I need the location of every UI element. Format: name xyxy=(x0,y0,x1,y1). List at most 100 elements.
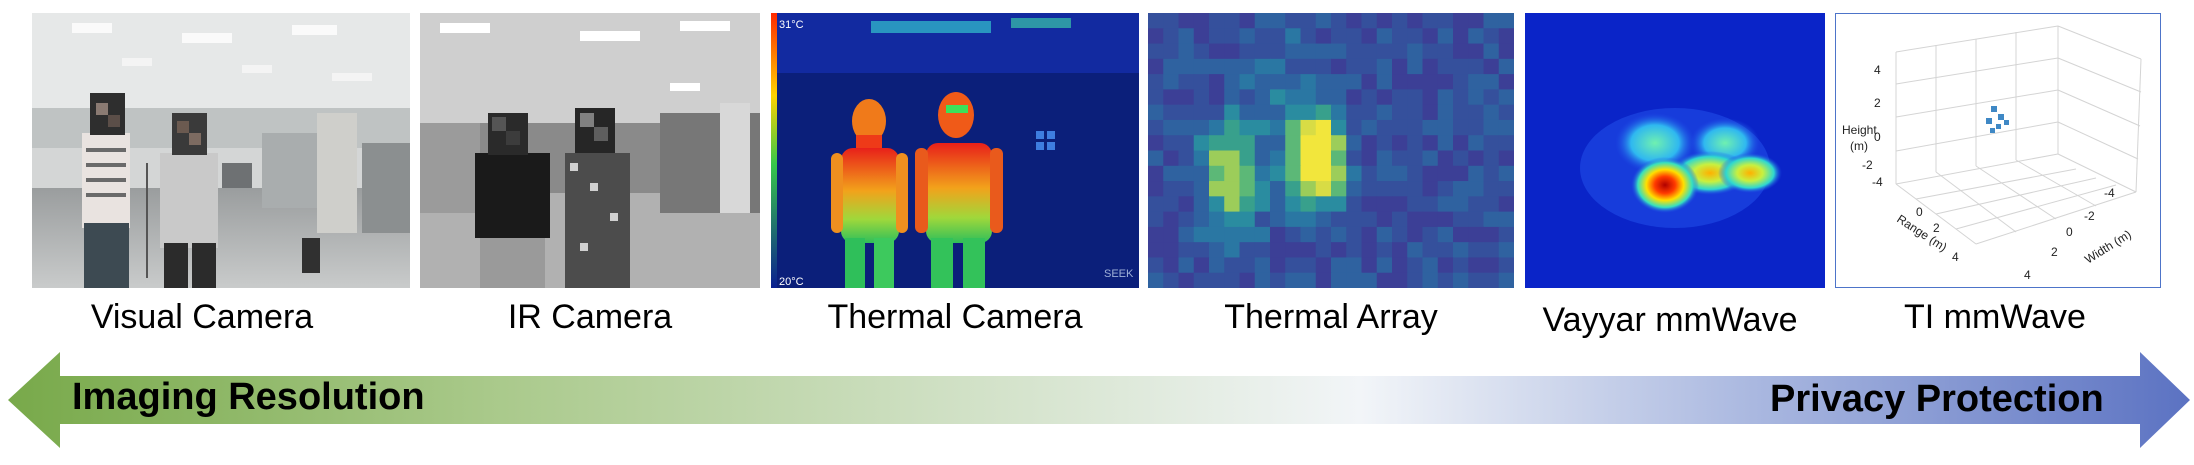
thermal-array-pixel xyxy=(1422,104,1439,121)
thermal-array-pixel xyxy=(1270,150,1286,167)
thermal-array-pixel xyxy=(1437,119,1454,136)
thermal-array-pixel xyxy=(1468,74,1485,90)
thermal-array-pixel xyxy=(1392,43,1408,60)
thermal-array-pixel xyxy=(1422,13,1439,29)
thermal-array-pixel xyxy=(1483,74,1500,90)
thermal-array-pixel xyxy=(1346,89,1363,106)
thermal-array-pixel xyxy=(1209,150,1225,167)
thermal-array-pixel xyxy=(1422,196,1439,213)
thermal-array-pixel xyxy=(1178,43,1195,60)
thermal-array-pixel xyxy=(1224,58,1241,75)
thermal-array-pixel xyxy=(1376,226,1393,243)
thermal-array-pixel xyxy=(1300,257,1317,274)
thermal-array-pixel xyxy=(1148,28,1164,45)
thermal-array-pixel xyxy=(1178,119,1195,136)
thermal-array-pixel xyxy=(1239,181,1256,197)
thermal-array-pixel xyxy=(1483,104,1500,121)
thermal-array-pixel xyxy=(1148,272,1164,288)
thermal-array-pixel xyxy=(1178,135,1195,152)
thermal-array-pixel xyxy=(1300,226,1317,243)
thermal-array-pixel xyxy=(1193,119,1210,136)
thermal-array-pixel xyxy=(1331,150,1347,167)
thermal-array-pixel xyxy=(1331,196,1347,213)
thermal-array-pixel xyxy=(1392,89,1408,106)
thermal-array-pixel xyxy=(1392,226,1408,243)
caption-thermal-camera: Thermal Camera xyxy=(827,298,1083,336)
thermal-array-pixel xyxy=(1361,135,1378,152)
thermal-array-pixel xyxy=(1498,211,1514,228)
thermal-array-pixel xyxy=(1361,165,1378,182)
thermal-array-pixel xyxy=(1437,58,1454,75)
thermal-array-pixel xyxy=(1148,104,1164,121)
thermal-array-pixel xyxy=(1361,196,1378,213)
thermal-array-pixel xyxy=(1224,43,1241,60)
thermal-array-pixel xyxy=(1392,181,1408,197)
thermal-array-pixel xyxy=(1483,89,1500,106)
thermal-array-pixel xyxy=(1224,257,1241,274)
thermal-array-pixel xyxy=(1254,74,1271,90)
thermal-array-pixel xyxy=(1254,211,1271,228)
thermal-array-pixel xyxy=(1163,89,1180,106)
thermal-array-pixel xyxy=(1422,119,1439,136)
thermal-array-pixel xyxy=(1178,242,1195,259)
thermal-array-pixel xyxy=(1148,242,1164,259)
thermal-array-image xyxy=(1148,13,1514,288)
thermal-array-pixel xyxy=(1163,13,1180,29)
thermal-array-pixel xyxy=(1193,13,1210,29)
thermal-temp-max: 31°C xyxy=(779,19,804,31)
thermal-array-pixel xyxy=(1209,43,1225,60)
thermal-array-pixel xyxy=(1163,135,1180,152)
thermal-array-pixel xyxy=(1193,165,1210,182)
thermal-array-pixel xyxy=(1468,242,1485,259)
thermal-array-pixel xyxy=(1437,196,1454,213)
thermal-array-pixel xyxy=(1376,89,1393,106)
thermal-array-pixel xyxy=(1437,181,1454,197)
thermal-array-pixel xyxy=(1346,211,1363,228)
thermal-array-pixel xyxy=(1300,58,1317,75)
thermal-array-pixel xyxy=(1346,196,1363,213)
thermal-array-pixel xyxy=(1315,58,1332,75)
thermal-array-pixel xyxy=(1285,74,1302,90)
thermal-array-pixel xyxy=(1498,28,1514,45)
thermal-array-pixel xyxy=(1468,211,1485,228)
thermal-array-pixel xyxy=(1224,28,1241,45)
thermal-array-pixel xyxy=(1270,119,1286,136)
range-tick-0: 0 xyxy=(1916,205,1923,219)
thermal-array-pixel xyxy=(1392,150,1408,167)
thermal-array-pixel xyxy=(1483,211,1500,228)
thermal-array-pixel xyxy=(1315,226,1332,243)
thermal-array-pixel xyxy=(1468,196,1485,213)
thermal-array-pixel xyxy=(1254,43,1271,60)
thermal-array-pixel xyxy=(1483,257,1500,274)
thermal-array-pixel xyxy=(1163,211,1180,228)
thermal-array-pixel xyxy=(1437,89,1454,106)
thermal-array-pixel xyxy=(1239,43,1256,60)
thermal-array-pixel xyxy=(1361,13,1378,29)
thermal-array-pixel xyxy=(1178,58,1195,75)
thermal-array-pixel xyxy=(1285,196,1302,213)
thermal-array-pixel xyxy=(1178,104,1195,121)
thermal-array-pixel xyxy=(1193,196,1210,213)
thermal-array-pixel xyxy=(1376,43,1393,60)
thermal-array-pixel xyxy=(1224,135,1241,152)
thermal-array-pixel xyxy=(1254,89,1271,106)
z-tick-neg4: -4 xyxy=(1872,175,1883,189)
z-tick-4: 4 xyxy=(1874,63,1881,77)
thermal-array-pixel xyxy=(1346,226,1363,243)
thermal-array-pixel xyxy=(1422,89,1439,106)
thermal-array-pixel xyxy=(1468,257,1485,274)
width-axis-label: Width (m) xyxy=(2082,227,2134,266)
arrow-shape xyxy=(8,352,2190,448)
thermal-array-pixel xyxy=(1239,226,1256,243)
z-axis-label-line2: (m) xyxy=(1850,139,1868,153)
thermal-array-pixel xyxy=(1392,104,1408,121)
thermal-array-pixel xyxy=(1224,226,1241,243)
thermal-array-pixel xyxy=(1254,135,1271,152)
thermal-array-pixel xyxy=(1392,257,1408,274)
thermal-array-pixel xyxy=(1453,13,1469,29)
thermal-array-pixel xyxy=(1254,58,1271,75)
thermal-array-pixel xyxy=(1254,196,1271,213)
thermal-array-pixel xyxy=(1422,211,1439,228)
thermal-array-pixel xyxy=(1468,13,1485,29)
thermal-array-pixel xyxy=(1224,74,1241,90)
